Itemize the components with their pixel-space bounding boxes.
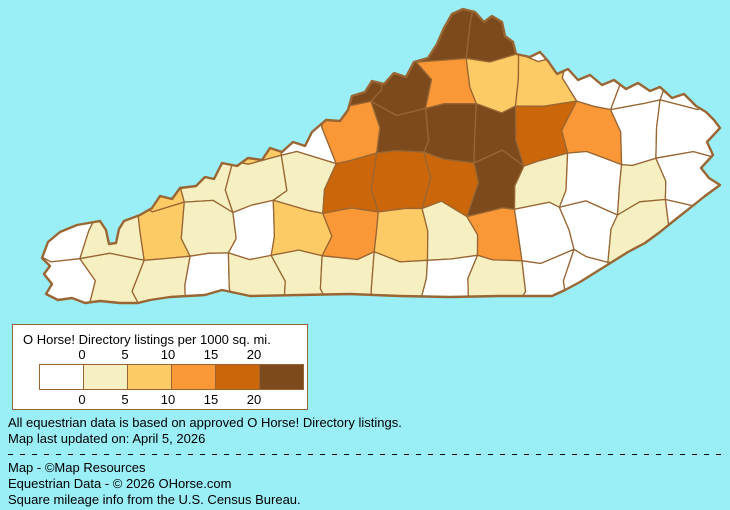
county-shape xyxy=(370,251,429,303)
county-layer xyxy=(42,9,720,303)
county-shape xyxy=(376,9,431,63)
county-shape xyxy=(128,54,193,113)
note-last-updated: Map last updated on: April 5, 2026 xyxy=(8,431,206,446)
legend-tick-label: 20 xyxy=(246,392,262,407)
legend-tick-label: 15 xyxy=(203,347,219,362)
county-shape xyxy=(323,9,383,59)
kentucky-choropleth-map xyxy=(40,7,722,305)
county-shape xyxy=(82,51,146,110)
county-shape xyxy=(228,9,288,62)
credit-census: Square mileage info from the U.S. Census… xyxy=(8,492,301,507)
legend-tick-label: 10 xyxy=(160,347,176,362)
legend-tick-label: 10 xyxy=(160,392,176,407)
county-shape xyxy=(607,257,674,303)
county-shape xyxy=(128,9,182,65)
county-shape xyxy=(663,9,720,56)
county-shape xyxy=(565,9,625,55)
legend-tick-label: 5 xyxy=(121,347,129,362)
county-shape xyxy=(663,198,720,260)
county-shape xyxy=(467,254,527,303)
county-shape xyxy=(659,50,720,111)
legend-title: O Horse! Directory listings per 1000 sq.… xyxy=(23,332,271,347)
county-shape xyxy=(42,104,95,161)
county-shape xyxy=(228,50,288,111)
colorbar-swatch-w xyxy=(39,364,84,390)
county-shape xyxy=(514,9,576,63)
county-shape xyxy=(184,252,235,303)
county-shape xyxy=(274,9,336,55)
county-shape xyxy=(177,58,235,111)
county-shape xyxy=(134,148,185,213)
legend-colorbar xyxy=(39,364,304,390)
county-shape xyxy=(423,102,478,164)
legend-ticks-bottom: 0 5 10 15 20 xyxy=(39,392,297,407)
legend-tick-label: 15 xyxy=(203,392,219,407)
state-outline xyxy=(40,7,722,305)
county-shape xyxy=(79,202,145,261)
county-shape xyxy=(321,207,379,261)
county-shape xyxy=(81,100,146,166)
legend-tick-label: 20 xyxy=(246,347,262,362)
county-shape xyxy=(274,50,335,109)
credit-equestrian-data: Equestrian Data - © 2026 OHorse.com xyxy=(8,476,232,491)
colorbar-swatch-d xyxy=(215,364,260,390)
kentucky-map-svg xyxy=(40,7,722,305)
legend-tick-label: 5 xyxy=(121,392,129,407)
county-shape xyxy=(373,207,429,263)
county-shape xyxy=(135,103,185,154)
credit-map-resources: Map - ©Map Resources xyxy=(8,460,146,475)
note-data-source: All equestrian data is based on approved… xyxy=(8,415,402,430)
county-shape xyxy=(85,9,140,59)
colorbar-swatch-o xyxy=(171,364,216,390)
county-shape xyxy=(81,150,138,217)
county-shape xyxy=(656,251,720,303)
legend-tick-label: 0 xyxy=(78,392,86,407)
county-shape xyxy=(370,149,432,213)
county-shape xyxy=(228,101,283,165)
dashed-divider xyxy=(8,454,724,455)
county-shape xyxy=(176,9,238,65)
county-shape xyxy=(42,51,91,111)
county-shape xyxy=(42,9,91,59)
county-shape xyxy=(42,152,97,217)
colorbar-swatch-l xyxy=(127,364,172,390)
colorbar-swatch-p xyxy=(83,364,128,390)
county-shape xyxy=(177,103,235,164)
colorbar-swatch-b xyxy=(259,364,304,390)
county-shape xyxy=(608,9,668,54)
legend-box: O Horse! Directory listings per 1000 sq.… xyxy=(12,324,308,410)
legend-tick-label: 0 xyxy=(78,347,86,362)
legend-ticks-top: 0 5 10 15 20 xyxy=(39,347,297,362)
county-shape xyxy=(319,251,375,303)
county-shape xyxy=(180,199,237,257)
